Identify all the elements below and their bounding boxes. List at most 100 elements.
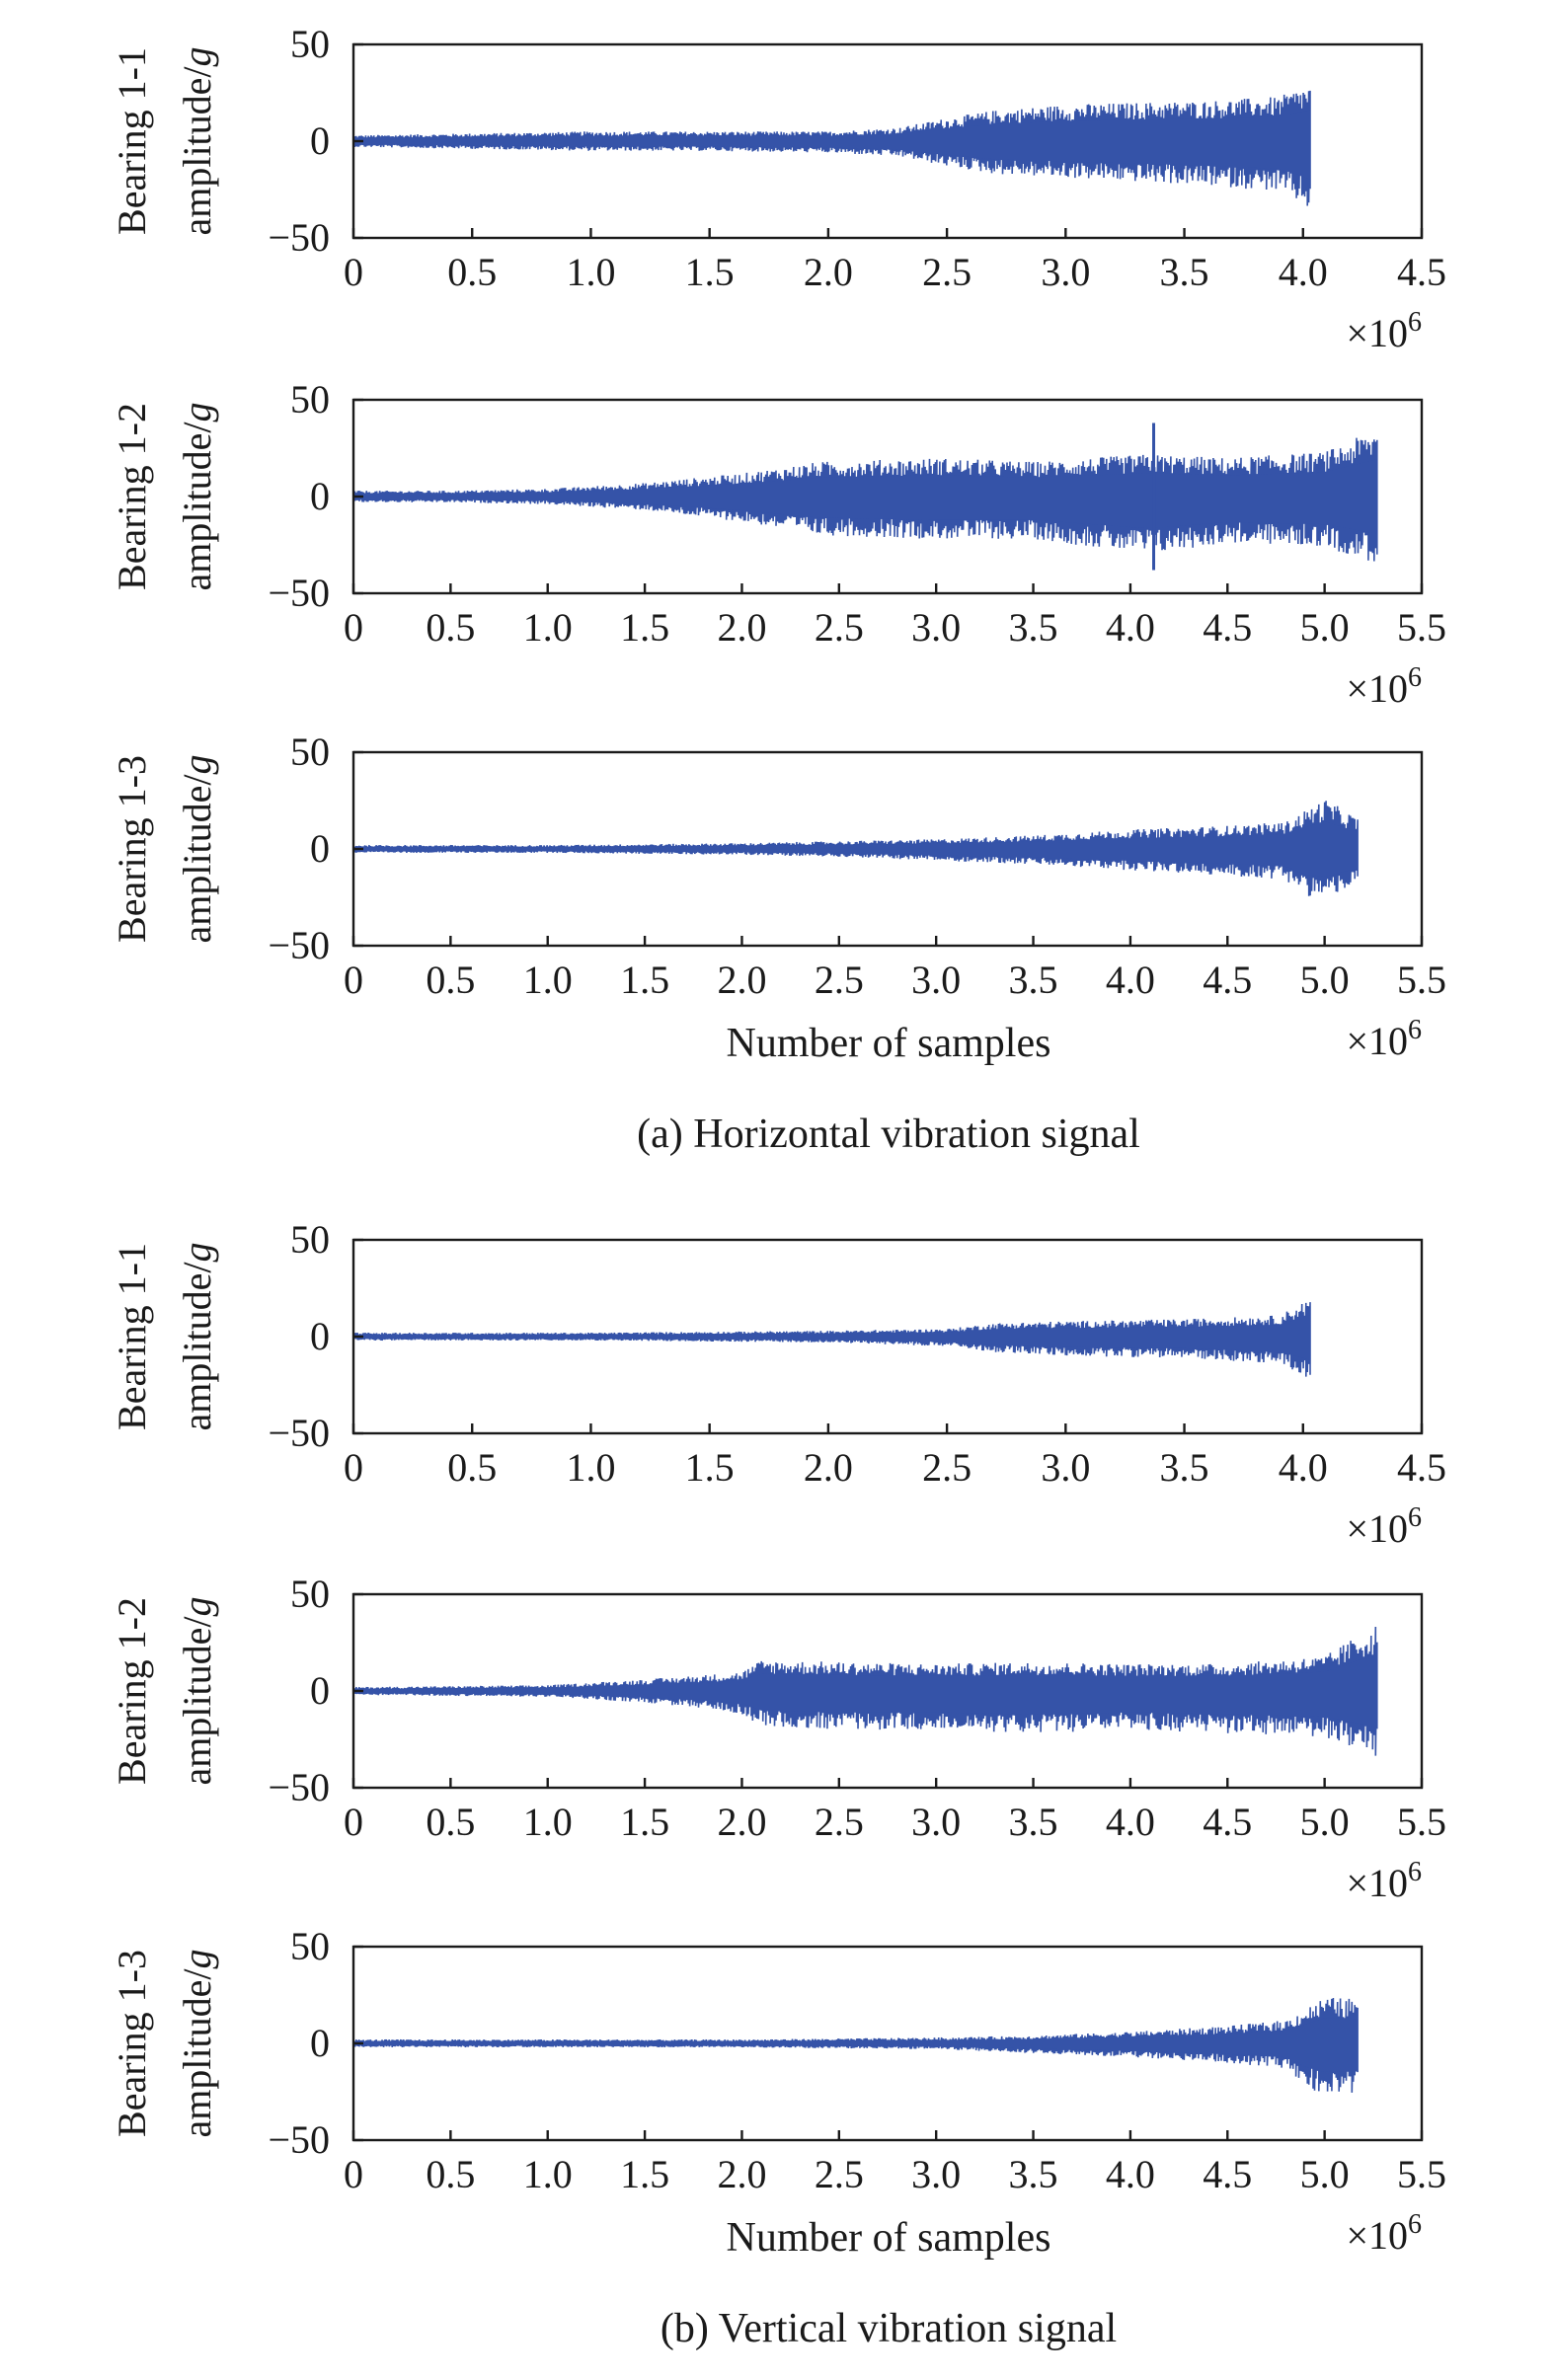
x-tick-label: 4.0 [1106, 2152, 1155, 2196]
x-tick-label: 1.5 [685, 1445, 735, 1490]
caption-b: (b) Vertical vibration signal [661, 2306, 1117, 2351]
x-tick-label: 1.0 [566, 250, 615, 294]
y-tick-label: −50 [268, 1411, 330, 1455]
x-axis-multiplier: ×106 [1346, 1502, 1422, 1551]
x-axis-multiplier: ×106 [1346, 1015, 1422, 1063]
signal-core [353, 1315, 1310, 1360]
x-tick-label: 5.5 [1397, 2152, 1446, 2196]
x-tick-label: 4.0 [1106, 958, 1155, 1002]
y-tick-label: −50 [268, 571, 330, 615]
x-tick-label: 2.0 [717, 605, 766, 650]
x-tick-label: 0.5 [447, 1445, 497, 1490]
x-tick-label: 5.0 [1300, 1800, 1350, 1844]
x-tick-label: 0.5 [426, 2152, 475, 2196]
x-tick-label: 1.5 [620, 958, 669, 1002]
x-tick-label: 2.0 [717, 1800, 766, 1844]
x-tick-label: 1.0 [523, 605, 573, 650]
x-tick-label: 4.0 [1106, 1800, 1155, 1844]
x-tick-label: 5.5 [1397, 1800, 1446, 1844]
x-axis-multiplier: ×106 [1346, 2209, 1422, 2258]
x-tick-label: 0 [344, 1800, 363, 1844]
x-tick-label: 3.0 [1041, 1445, 1090, 1490]
signal-core [353, 821, 1359, 877]
x-axis-multiplier: ×106 [1346, 1857, 1422, 1905]
x-tick-label: 2.0 [804, 1445, 853, 1490]
y-axis-label-unit: amplitude/g [175, 1949, 219, 2137]
y-tick-label: 50 [290, 729, 330, 774]
x-tick-label: 1.0 [523, 1800, 573, 1844]
x-tick-label: 3.0 [911, 958, 961, 1002]
x-axis-label: Number of samples [727, 1021, 1051, 1066]
x-tick-label: 3.0 [911, 605, 961, 650]
x-tick-label: 2.0 [717, 2152, 766, 2196]
x-tick-label: 0.5 [426, 1800, 475, 1844]
x-tick-label: 3.5 [1160, 1445, 1209, 1490]
x-tick-label: 3.0 [911, 1800, 961, 1844]
x-tick-label: 1.5 [620, 605, 669, 650]
x-tick-label: 2.5 [922, 250, 972, 294]
y-axis-label-unit: amplitude/g [175, 402, 219, 590]
x-axis-label: Number of samples [727, 2215, 1051, 2261]
y-tick-label: 0 [310, 474, 330, 518]
y-tick-label: 50 [290, 1572, 330, 1616]
y-tick-label: −50 [268, 215, 330, 260]
x-axis-multiplier: ×106 [1346, 662, 1422, 711]
x-tick-label: 3.5 [1160, 250, 1209, 294]
x-tick-label: 0.5 [426, 958, 475, 1002]
x-tick-label: 1.0 [523, 2152, 573, 2196]
x-tick-label: 2.5 [815, 958, 864, 1002]
signal-core [353, 110, 1310, 180]
x-tick-label: 3.0 [1041, 250, 1090, 294]
panels: 0 0.5 1.0 1.5 2.0 2.5 3.0 3.5 4.0 4.5 50 0 −50 Bearin… [110, 22, 1446, 2261]
x-tick-label: 1.5 [620, 1800, 669, 1844]
x-tick-label: 0 [344, 958, 363, 1002]
y-axis-label-bearing: Bearing 1-2 [110, 1597, 154, 1785]
subplot-a-2: 0 0.5 1.0 1.5 2.0 2.5 3.0 3.5 4.0 4.5 5.0 5.5 50 0 −50… [110, 377, 1446, 711]
x-tick-label: 4.0 [1106, 605, 1155, 650]
x-tick-label: 1.0 [523, 958, 573, 1002]
x-tick-label: 4.5 [1203, 958, 1252, 1002]
y-tick-label: 0 [310, 1314, 330, 1358]
y-tick-label: 50 [290, 377, 330, 422]
x-tick-label: 3.0 [911, 2152, 961, 2196]
x-tick-label: 0 [344, 605, 363, 650]
x-tick-label: 2.0 [804, 250, 853, 294]
x-tick-label: 2.5 [815, 1800, 864, 1844]
x-tick-label: 3.5 [1009, 605, 1058, 650]
subplot-a-1: 0 0.5 1.0 1.5 2.0 2.5 3.0 3.5 4.0 4.5 50 0 −50 Bearin… [110, 22, 1446, 355]
y-axis-label-unit: amplitude/g [175, 1596, 219, 1785]
x-tick-label: 2.5 [922, 1445, 972, 1490]
y-tick-label: 0 [310, 826, 330, 871]
signal-core [353, 1653, 1377, 1727]
y-tick-label: 50 [290, 22, 330, 66]
signal-core [353, 2018, 1359, 2072]
x-tick-label: 1.5 [620, 2152, 669, 2196]
x-tick-label: 2.5 [815, 605, 864, 650]
x-tick-label: 3.5 [1009, 2152, 1058, 2196]
x-tick-label: 4.0 [1279, 1445, 1328, 1490]
y-axis-label-bearing: Bearing 1-2 [110, 403, 154, 590]
x-tick-label: 4.5 [1203, 605, 1252, 650]
y-axis-label-unit: amplitude/g [175, 1242, 219, 1430]
subplot-b-2: 0 0.5 1.0 1.5 2.0 2.5 3.0 3.5 4.0 4.5 5.0 5.5 50 0 −50… [110, 1572, 1446, 1905]
x-tick-label: 2.0 [717, 958, 766, 1002]
y-axis-label-bearing: Bearing 1-1 [110, 1243, 154, 1430]
x-tick-label: 4.5 [1397, 250, 1446, 294]
x-axis-multiplier: ×106 [1346, 307, 1422, 355]
x-tick-label: 0 [344, 250, 363, 294]
subplot-b-3: 0 0.5 1.0 1.5 2.0 2.5 3.0 3.5 4.0 4.5 5.0 5.5 50 0 −50… [110, 1924, 1446, 2261]
x-tick-label: 4.0 [1279, 250, 1328, 294]
y-tick-label: −50 [268, 923, 330, 967]
y-tick-label: 0 [310, 2021, 330, 2065]
y-axis-label-bearing: Bearing 1-3 [110, 755, 154, 943]
x-tick-label: 0 [344, 1445, 363, 1490]
y-axis-label-unit: amplitude/g [175, 754, 219, 943]
x-tick-label: 2.5 [815, 2152, 864, 2196]
y-tick-label: −50 [268, 1765, 330, 1809]
x-tick-label: 4.5 [1397, 1445, 1446, 1490]
x-tick-label: 4.5 [1203, 2152, 1252, 2196]
caption-a: (a) Horizontal vibration signal [637, 1112, 1140, 1157]
y-tick-label: 50 [290, 1924, 330, 1968]
x-tick-label: 5.0 [1300, 958, 1350, 1002]
